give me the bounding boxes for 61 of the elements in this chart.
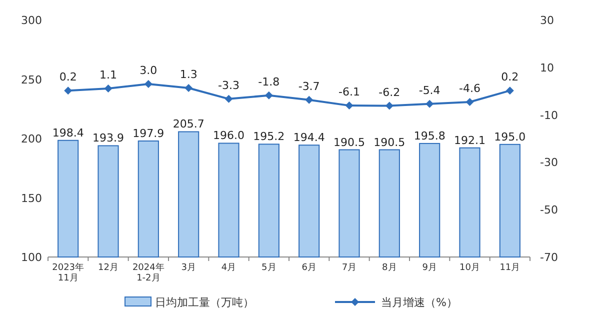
point <box>264 91 273 100</box>
x-tick-label: 7月 <box>342 263 357 273</box>
point <box>466 98 474 106</box>
y2-tick-label: -30 <box>540 156 558 170</box>
point <box>506 86 514 95</box>
data-label: 195.2 <box>253 130 285 144</box>
y-tick-label: 150 <box>21 192 42 205</box>
y2-tick-label: -70 <box>540 251 558 264</box>
data-label: 0.2 <box>59 70 77 84</box>
legend-label: 日均加工量（万吨） <box>155 296 254 309</box>
x-tick-label: 8月 <box>382 263 397 273</box>
data-label: 192.1 <box>454 134 486 147</box>
point <box>184 84 193 92</box>
y-tick-label: 100 <box>21 251 42 264</box>
x-tick-label: 5月 <box>262 263 276 273</box>
x-tick-label: 2023年 11月 <box>52 262 84 284</box>
y2-tick-label: 30 <box>540 14 554 27</box>
point <box>345 102 354 110</box>
x-tick-label: 9月 <box>422 263 437 273</box>
y-tick-label: 200 <box>21 132 42 146</box>
data-label: -4.6 <box>459 82 480 95</box>
y-tick-label: 300 <box>21 14 42 27</box>
data-label: 194.4 <box>293 131 325 144</box>
data-label: -1.8 <box>258 75 280 88</box>
data-label: -3.7 <box>298 80 320 93</box>
data-label: 1.3 <box>180 68 198 82</box>
point <box>305 96 314 104</box>
x-tick-label: 2024年 1-2月 <box>132 262 164 284</box>
data-label: 195.8 <box>414 129 446 142</box>
data-label: 190.5 <box>334 136 365 149</box>
x-tick-label: 12月 <box>98 263 118 273</box>
x-tick-label: 3月 <box>181 263 196 273</box>
x-tick-label: 10月 <box>460 263 480 273</box>
data-label: 3.0 <box>140 64 158 77</box>
y-tick-label: 250 <box>21 73 42 86</box>
point <box>426 100 434 108</box>
data-label: 195.0 <box>494 130 526 144</box>
data-label: 197.9 <box>132 126 164 140</box>
data-label: -6.1 <box>338 86 360 99</box>
data-label: 0.2 <box>501 70 519 84</box>
data-label: 198.4 <box>52 126 84 140</box>
x-tick-label: 4月 <box>221 263 236 273</box>
y2-tick-label: -50 <box>540 204 558 217</box>
point <box>104 84 112 92</box>
x-tick-label: 11月 <box>500 263 520 273</box>
point <box>64 86 72 95</box>
data-label: 196.0 <box>213 129 244 142</box>
data-label: 1.1 <box>100 68 117 82</box>
y2-tick-label: -10 <box>540 108 558 122</box>
data-label: 193.9 <box>92 132 124 145</box>
y2-tick-label: 10 <box>540 61 554 74</box>
data-label: 205.7 <box>172 118 204 131</box>
data-label: 190.5 <box>374 136 406 149</box>
data-label: -6.2 <box>378 86 400 99</box>
legend-label: 当月增速（%） <box>381 296 458 309</box>
point <box>144 80 152 88</box>
point <box>224 94 233 103</box>
data-label: -3.3 <box>218 78 240 92</box>
point <box>385 102 394 110</box>
data-label: -5.4 <box>418 84 440 97</box>
x-tick-label: 6月 <box>302 263 316 273</box>
